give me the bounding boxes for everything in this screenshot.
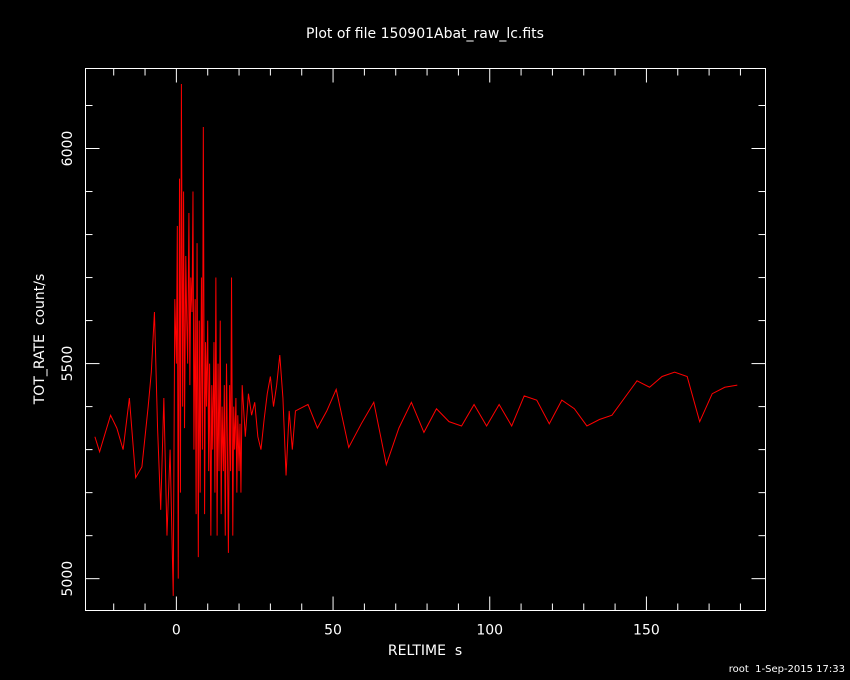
- x-tick-label: 0: [172, 623, 181, 639]
- chart-title: Plot of file 150901Abat_raw_lc.fits: [306, 26, 544, 42]
- x-axis-label: RELTIME s: [388, 643, 462, 659]
- x-tick-label: 150: [633, 623, 660, 639]
- y-tick-label: 5000: [60, 561, 76, 597]
- y-axis-label: TOT_RATE count/s: [32, 274, 48, 406]
- data-line: [94, 83, 738, 596]
- x-tick-label: 100: [476, 623, 503, 639]
- footer: root 1-Sep-2015 17:33: [729, 664, 845, 675]
- plot-frame: [85, 68, 766, 611]
- y-tick-label: 5500: [60, 346, 76, 382]
- y-tick-label: 6000: [60, 131, 76, 167]
- x-tick-label: 50: [324, 623, 342, 639]
